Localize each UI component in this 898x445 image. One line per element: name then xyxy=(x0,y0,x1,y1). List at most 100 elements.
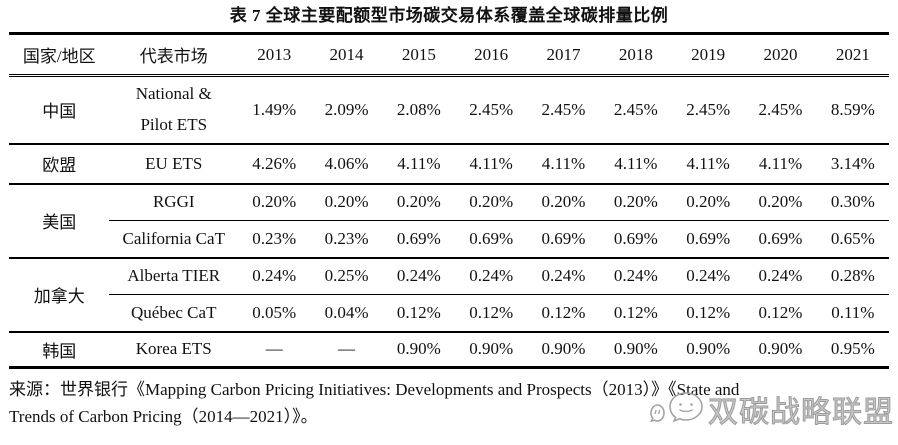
value-cell: 0.90% xyxy=(599,330,672,368)
col-header-country: 国家/地区 xyxy=(9,33,110,77)
col-header-2020: 2020 xyxy=(744,33,817,77)
col-header-2019: 2019 xyxy=(672,33,745,77)
value-cell: 0.12% xyxy=(382,294,456,332)
value-cell: 4.26% xyxy=(238,142,311,184)
value-cell: 0.69% xyxy=(455,220,528,258)
value-cell: 0.90% xyxy=(744,330,817,368)
value-cell: 0.95% xyxy=(816,330,889,368)
country-cell: 韩国 xyxy=(9,330,110,368)
value-cell: 0.24% xyxy=(744,256,817,295)
value-cell: 0.65% xyxy=(816,220,889,258)
value-cell: 0.28% xyxy=(816,256,889,295)
value-cell: 0.20% xyxy=(310,182,383,221)
table-row-eu: 欧盟 EU ETS 4.26% 4.06% 4.11% 4.11% 4.11% … xyxy=(9,142,889,184)
value-cell: 0.90% xyxy=(455,330,528,368)
country-cell: 美国 xyxy=(9,182,110,258)
value-cell: 4.11% xyxy=(455,142,528,184)
source-note: 来源：世界银行《Mapping Carbon Pricing Initiativ… xyxy=(9,376,898,430)
value-cell: 4.06% xyxy=(310,142,383,184)
market-cell: Québec CaT xyxy=(109,294,239,332)
value-cell: 2.45% xyxy=(613,99,658,119)
emissions-coverage-table: 国家/地区 代表市场 2013 2014 2015 2016 2017 2018… xyxy=(9,32,889,369)
col-header-2014: 2014 xyxy=(310,33,383,77)
col-header-2017: 2017 xyxy=(527,33,600,77)
value-cell: 4.11% xyxy=(672,142,745,184)
table-row-china: 中国 National & Pilot ETS 1.49% 2.09% 2.08… xyxy=(9,76,889,144)
col-header-2018: 2018 xyxy=(599,33,672,77)
value-cell: 0.20% xyxy=(382,182,456,221)
value-cell: 2.45% xyxy=(686,99,731,119)
table-row-canada-quebec: Québec CaT 0.05% 0.04% 0.12% 0.12% 0.12%… xyxy=(9,294,889,332)
value-cell: 0.69% xyxy=(672,220,745,258)
table-row-canada-alberta: 加拿大 Alberta TIER 0.24% 0.25% 0.24% 0.24%… xyxy=(9,256,889,332)
value-cell: 4.11% xyxy=(599,142,672,184)
col-header-market: 代表市场 xyxy=(109,33,239,77)
value-cell: 2.45% xyxy=(541,99,586,119)
watermark-text: 双碳战略联盟 xyxy=(708,395,894,429)
value-cell: 0.23% xyxy=(238,220,311,258)
source-note-line-2: Trends of Carbon Pricing（2014—2021）》。 xyxy=(9,407,318,426)
value-cell: 3.14% xyxy=(816,142,889,184)
value-cell: 2.09% xyxy=(324,99,369,119)
country-cell: 中国 xyxy=(42,102,77,122)
value-cell: 0.12% xyxy=(527,294,600,332)
table-row-korea: 韩国 Korea ETS — — 0.90% 0.90% 0.90% 0.90%… xyxy=(9,330,889,368)
chat-bubbles-icon xyxy=(650,391,704,434)
table-row-us-rggi: 美国 RGGI 0.20% 0.20% 0.20% 0.20% 0.20% 0.… xyxy=(9,182,889,258)
value-cell: 0.20% xyxy=(455,182,528,221)
value-cell: 2.45% xyxy=(469,99,514,119)
value-cell: 0.24% xyxy=(455,256,528,295)
market-cell: California CaT xyxy=(109,220,239,258)
market-cell: RGGI xyxy=(109,182,239,221)
value-cell: 8.59% xyxy=(830,99,875,119)
value-cell: 0.12% xyxy=(455,294,528,332)
value-cell: 2.45% xyxy=(758,99,803,119)
value-cell: 0.24% xyxy=(238,256,311,295)
value-cell: 0.90% xyxy=(382,330,456,368)
value-cell: 0.20% xyxy=(744,182,817,221)
value-cell: 0.25% xyxy=(310,256,383,295)
value-cell: — xyxy=(310,330,383,368)
value-cell: 4.11% xyxy=(744,142,817,184)
value-cell: 0.12% xyxy=(672,294,745,332)
value-cell: — xyxy=(238,330,311,368)
value-cell: 0.90% xyxy=(527,330,600,368)
value-cell: 0.20% xyxy=(672,182,745,221)
value-cell: 0.05% xyxy=(238,294,311,332)
value-cell: 0.04% xyxy=(310,294,383,332)
watermark: 双碳战略联盟 xyxy=(650,391,894,434)
value-cell: 4.11% xyxy=(382,142,456,184)
value-cell: 0.24% xyxy=(382,256,456,295)
value-cell: 0.69% xyxy=(599,220,672,258)
value-cell: 0.30% xyxy=(816,182,889,221)
col-header-2013: 2013 xyxy=(238,33,311,77)
value-cell: 1.49% xyxy=(252,99,297,119)
value-cell: 0.69% xyxy=(382,220,456,258)
value-cell: 0.12% xyxy=(744,294,817,332)
value-cell: 4.11% xyxy=(527,142,600,184)
market-cell: Korea ETS xyxy=(109,330,239,368)
value-cell: 0.20% xyxy=(527,182,600,221)
value-cell: 0.20% xyxy=(599,182,672,221)
country-cell: 加拿大 xyxy=(9,256,110,332)
value-cell: 0.24% xyxy=(672,256,745,295)
value-cell: 0.69% xyxy=(744,220,817,258)
value-cell: 0.24% xyxy=(599,256,672,295)
market-cell: EU ETS xyxy=(109,142,239,184)
value-cell: 0.11% xyxy=(816,294,889,332)
market-cell: Alberta TIER xyxy=(109,256,239,295)
table-title: 表 7 全球主要配额型市场碳交易体系覆盖全球碳排量比例 xyxy=(229,6,669,25)
market-cell: National & Pilot ETS xyxy=(135,84,212,134)
country-cell: 欧盟 xyxy=(9,142,110,184)
table-row-us-california: California CaT 0.23% 0.23% 0.69% 0.69% 0… xyxy=(9,220,889,258)
value-cell: 0.69% xyxy=(527,220,600,258)
col-header-2015: 2015 xyxy=(382,33,456,77)
value-cell: 0.24% xyxy=(527,256,600,295)
value-cell: 2.08% xyxy=(396,99,441,119)
col-header-2021: 2021 xyxy=(816,33,889,77)
value-cell: 0.90% xyxy=(672,330,745,368)
header-row: 国家/地区 代表市场 2013 2014 2015 2016 2017 2018… xyxy=(9,33,889,77)
source-note-line-1: 来源：世界银行《Mapping Carbon Pricing Initiativ… xyxy=(9,380,740,399)
value-cell: 0.20% xyxy=(238,182,311,221)
